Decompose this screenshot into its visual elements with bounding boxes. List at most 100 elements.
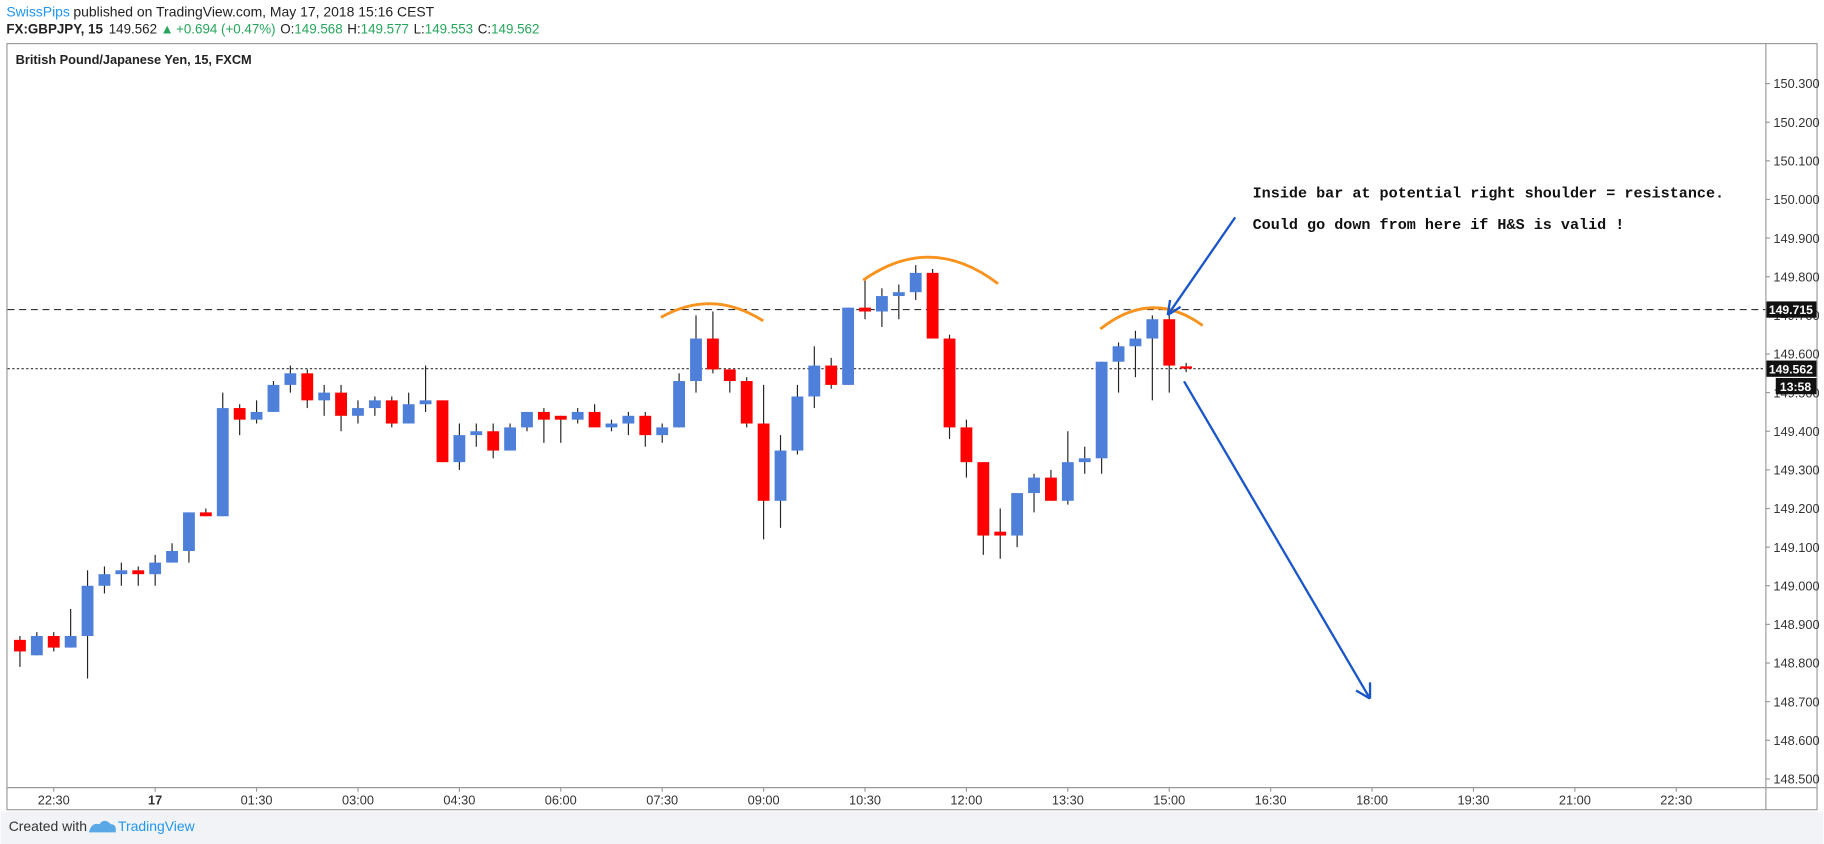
publisher[interactable]: SwissPips	[6, 3, 70, 19]
y-tick-label: 149.200	[1773, 501, 1819, 516]
brand-logo[interactable]	[88, 820, 116, 833]
annotation: Could go down from here if H&S is valid …	[1253, 216, 1625, 234]
candle-body	[216, 408, 229, 517]
y-tick-label: 149.400	[1773, 424, 1819, 439]
symbol: FX:GBPJPY, 15	[6, 22, 103, 37]
last-price: 149.562	[109, 22, 157, 37]
candle-body	[47, 635, 60, 648]
candle-body	[605, 423, 618, 428]
published: published on TradingView.com, May 17, 20…	[73, 3, 434, 19]
x-tick-label: 16:30	[1255, 792, 1287, 807]
candle-body	[81, 585, 94, 636]
y-tick-label: 149.900	[1773, 231, 1819, 246]
candle-body	[774, 450, 787, 501]
y-tick-label: 148.700	[1773, 694, 1819, 709]
candle-body	[622, 415, 635, 424]
right-shoulder-arc	[1099, 306, 1204, 331]
up-triangle: ▲	[161, 22, 174, 37]
candle-body	[1011, 493, 1024, 536]
candle-body	[808, 365, 821, 397]
price-marker-label: 149.715	[1769, 303, 1813, 317]
candle-body	[960, 427, 973, 463]
candle-body	[1045, 477, 1057, 501]
candle-body	[250, 411, 263, 420]
countdown-marker	[1775, 377, 1817, 395]
pointer-arrow	[1166, 216, 1237, 316]
candle-body	[571, 411, 584, 420]
candle-body	[1129, 338, 1142, 347]
annotation: Inside bar at potential right shoulder =…	[1253, 185, 1725, 203]
y-tick-label: 148.500	[1773, 772, 1819, 787]
x-tick-label: 18:00	[1356, 792, 1388, 807]
candle-body	[233, 408, 246, 420]
chart-title: British Pound/Japanese Yen, 15, FXCM	[16, 52, 252, 67]
y-tick-label: 150.200	[1773, 115, 1819, 130]
candle-body	[723, 369, 736, 382]
x-tick-label: 13:30	[1052, 792, 1084, 807]
x-tick-label: 03:00	[342, 792, 374, 807]
price-marker	[1766, 301, 1817, 318]
candle-body	[1163, 319, 1176, 366]
x-tick-label: 09:00	[748, 792, 780, 807]
high-value: 149.577	[361, 22, 409, 37]
candle-body	[436, 400, 449, 463]
y-tick-label: 149.100	[1773, 540, 1819, 555]
chart-frame	[6, 43, 1818, 811]
y-tick-label: 150.000	[1773, 192, 1819, 207]
candle-body	[284, 373, 297, 385]
x-tick-label: 12:00	[950, 792, 982, 807]
candle-body	[98, 574, 111, 586]
candle-body	[537, 411, 550, 420]
candle-body	[1112, 346, 1125, 362]
target-arrow-head	[1355, 682, 1372, 700]
close-label: C:	[478, 22, 491, 37]
candle-body	[690, 338, 702, 382]
x-tick-label: 07:30	[646, 792, 678, 807]
x-tick-label: 22:30	[1660, 792, 1692, 807]
brand[interactable]: TradingView	[118, 818, 196, 834]
candle-body	[791, 396, 804, 451]
candle-body	[639, 415, 652, 436]
x-tick-label: 06:00	[545, 792, 577, 807]
created-with: Created with	[9, 818, 87, 834]
x-tick-label: 04:30	[443, 792, 475, 807]
candle-body	[149, 562, 162, 575]
x-tick-label: 15:00	[1153, 792, 1185, 807]
head-arc	[862, 255, 999, 285]
y-tick-label: 148.800	[1773, 656, 1819, 671]
y-tick-label: 148.900	[1773, 617, 1819, 632]
candle-body	[453, 435, 466, 463]
candle-body	[352, 408, 364, 416]
change: +0.694 (+0.47%)	[176, 22, 276, 37]
candle-body	[825, 365, 838, 385]
pointer-arrow-head	[1166, 299, 1182, 317]
candle-body	[132, 570, 145, 575]
x-tick-label: 19:30	[1457, 792, 1489, 807]
quote-line: FX:GBPJPY, 15 149.562 ▲ +0.694 (+0.47%) O:14…	[6, 22, 539, 37]
x-tick-label: 22:30	[38, 792, 70, 807]
candle-body	[1028, 477, 1040, 494]
candle-body	[977, 462, 990, 536]
candle-body	[183, 512, 195, 552]
candle-body	[706, 338, 719, 370]
price-marker	[1766, 360, 1817, 377]
low-value: 149.553	[425, 22, 473, 37]
countdown: 13:58	[1780, 380, 1811, 394]
candle-body	[385, 400, 398, 424]
candle-body	[842, 307, 855, 385]
candle-body	[402, 404, 415, 424]
candle-body	[64, 635, 77, 648]
candle-body	[419, 400, 432, 405]
candle-body	[470, 431, 483, 436]
candle-body	[166, 551, 178, 563]
low-label: L:	[414, 22, 425, 37]
candle-body	[521, 411, 533, 428]
candle-body	[1095, 361, 1108, 459]
candle-body	[504, 427, 517, 451]
candle-body	[267, 384, 280, 412]
x-tick-label: 10:30	[849, 792, 881, 807]
candle-body	[588, 411, 601, 428]
